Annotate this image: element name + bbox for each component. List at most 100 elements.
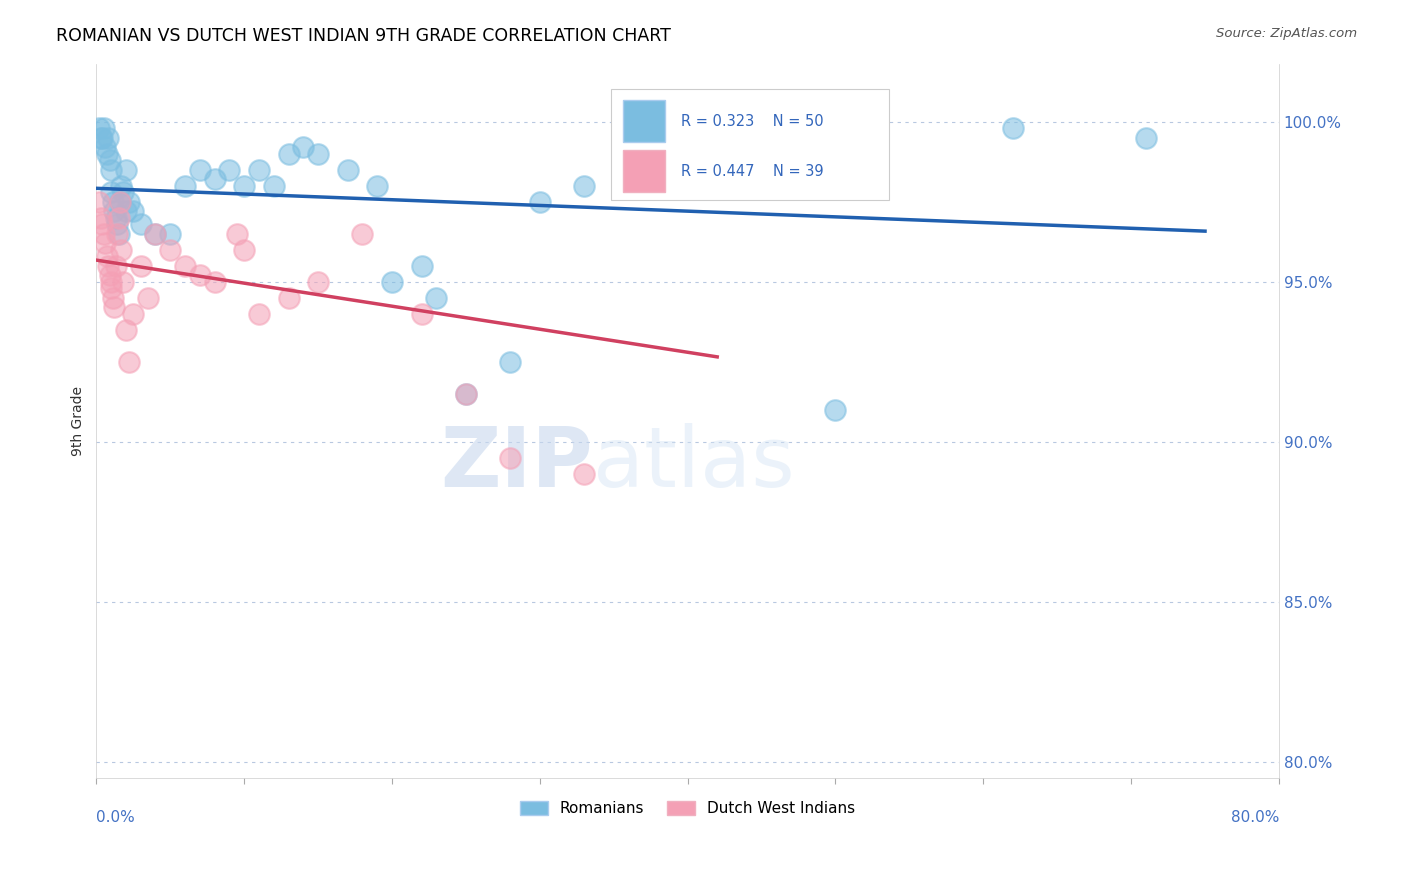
Point xyxy=(1001,121,1024,136)
Point xyxy=(247,307,270,321)
Point xyxy=(90,130,112,145)
Point xyxy=(97,259,120,273)
Text: ZIP: ZIP xyxy=(440,423,593,504)
Point xyxy=(676,130,699,145)
Point xyxy=(336,162,359,177)
FancyBboxPatch shape xyxy=(610,89,889,200)
Point xyxy=(94,236,117,251)
Point xyxy=(572,467,595,481)
Point xyxy=(277,146,299,161)
Point xyxy=(96,146,118,161)
Point xyxy=(110,243,132,257)
Point xyxy=(89,121,111,136)
Point xyxy=(129,217,152,231)
Text: R = 0.323    N = 50: R = 0.323 N = 50 xyxy=(681,113,823,128)
Point xyxy=(111,185,134,199)
Point xyxy=(115,162,138,177)
Text: Source: ZipAtlas.com: Source: ZipAtlas.com xyxy=(1216,27,1357,40)
Point xyxy=(93,121,115,136)
Point xyxy=(105,217,128,231)
Point xyxy=(104,211,127,225)
Point xyxy=(292,140,315,154)
Point xyxy=(107,211,129,225)
Point xyxy=(247,162,270,177)
Legend: Romanians, Dutch West Indians: Romanians, Dutch West Indians xyxy=(513,793,863,823)
Point xyxy=(100,275,122,289)
Point xyxy=(100,162,122,177)
Point xyxy=(499,450,522,465)
Point xyxy=(98,153,121,167)
Point xyxy=(411,307,433,321)
Point xyxy=(188,268,211,283)
Point xyxy=(159,243,181,257)
Point xyxy=(145,227,167,241)
Point xyxy=(204,275,226,289)
Point xyxy=(647,146,669,161)
Point xyxy=(706,130,728,145)
Point xyxy=(96,249,118,263)
Point xyxy=(617,130,640,145)
Point xyxy=(454,386,477,401)
Point xyxy=(115,323,138,337)
Text: 80.0%: 80.0% xyxy=(1230,810,1279,825)
Point xyxy=(307,146,329,161)
Point xyxy=(105,227,128,241)
Point xyxy=(91,217,114,231)
Point xyxy=(90,211,112,225)
Point xyxy=(89,194,111,209)
Point xyxy=(218,162,240,177)
Point xyxy=(529,194,551,209)
Point xyxy=(174,178,197,193)
Point xyxy=(93,227,115,241)
Point xyxy=(136,291,159,305)
Point xyxy=(118,194,141,209)
Point xyxy=(307,275,329,289)
Text: 0.0%: 0.0% xyxy=(97,810,135,825)
Point xyxy=(103,204,125,219)
Point xyxy=(107,227,129,241)
FancyBboxPatch shape xyxy=(623,100,665,142)
Point xyxy=(159,227,181,241)
Point xyxy=(122,204,145,219)
Point xyxy=(110,178,132,193)
Point xyxy=(174,259,197,273)
Point xyxy=(233,178,256,193)
Point xyxy=(118,354,141,368)
Point xyxy=(100,281,122,295)
Point xyxy=(499,354,522,368)
Point xyxy=(352,227,374,241)
Text: atlas: atlas xyxy=(593,423,794,504)
Point xyxy=(204,172,226,186)
Point xyxy=(101,291,124,305)
Point xyxy=(225,227,247,241)
Point xyxy=(411,259,433,273)
Point xyxy=(277,291,299,305)
Point xyxy=(454,386,477,401)
Text: R = 0.447    N = 39: R = 0.447 N = 39 xyxy=(681,163,823,178)
Point xyxy=(233,243,256,257)
Point xyxy=(366,178,388,193)
Point xyxy=(98,268,121,283)
Point xyxy=(108,194,131,209)
Point xyxy=(108,194,131,209)
Point xyxy=(91,130,114,145)
Point xyxy=(129,259,152,273)
Point xyxy=(122,307,145,321)
Y-axis label: 9th Grade: 9th Grade xyxy=(72,386,86,456)
Point xyxy=(100,185,122,199)
Point xyxy=(104,259,127,273)
Point xyxy=(103,300,125,314)
Point xyxy=(145,227,167,241)
Point xyxy=(188,162,211,177)
Point xyxy=(111,275,134,289)
Point xyxy=(824,402,846,417)
FancyBboxPatch shape xyxy=(623,150,665,192)
Point xyxy=(101,194,124,209)
Point xyxy=(94,140,117,154)
Point xyxy=(263,178,285,193)
Point xyxy=(115,204,138,219)
Point xyxy=(425,291,447,305)
Text: ROMANIAN VS DUTCH WEST INDIAN 9TH GRADE CORRELATION CHART: ROMANIAN VS DUTCH WEST INDIAN 9TH GRADE … xyxy=(56,27,671,45)
Point xyxy=(381,275,404,289)
Point xyxy=(1135,130,1157,145)
